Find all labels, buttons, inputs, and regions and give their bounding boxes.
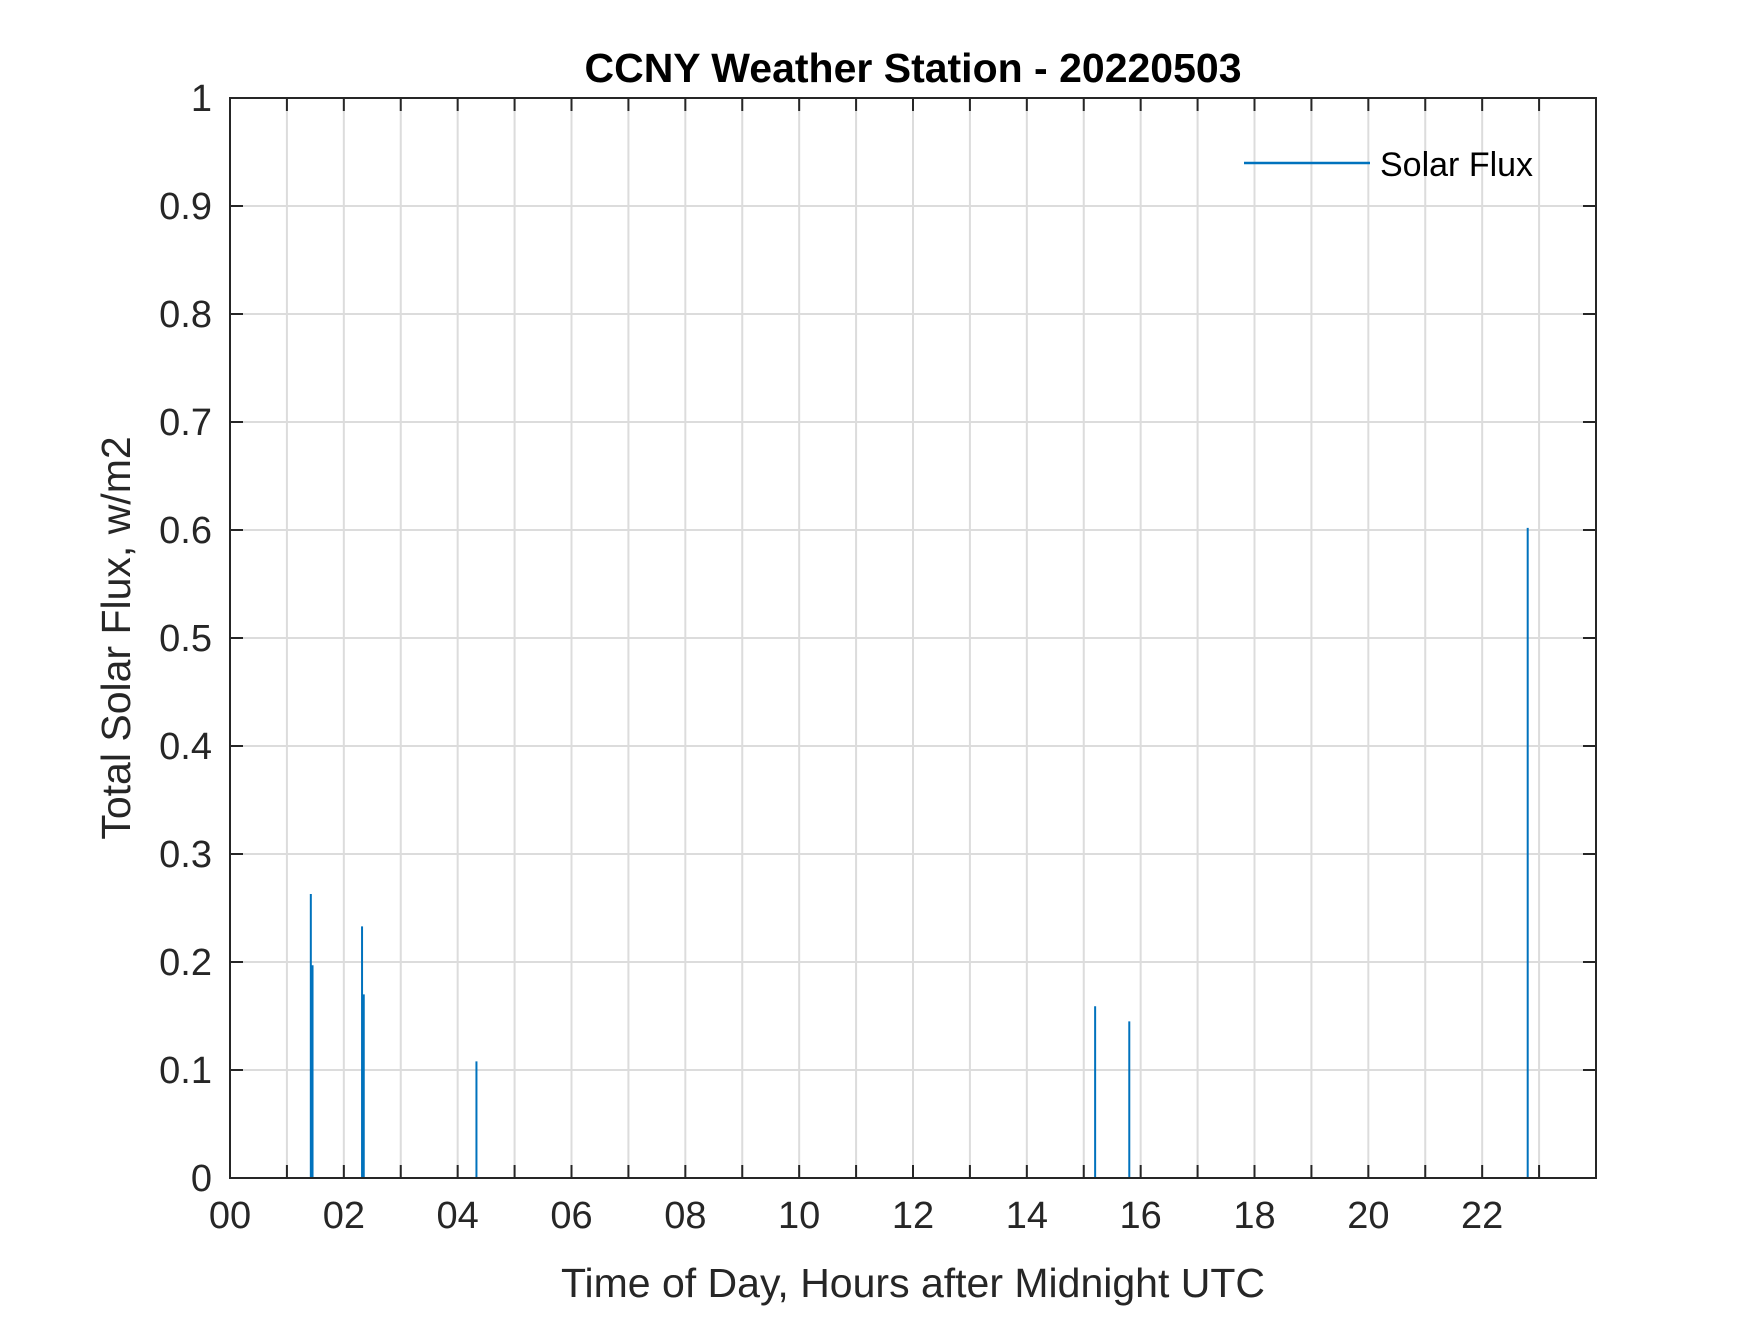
x-tick-label: 14 <box>1006 1195 1048 1237</box>
axis-ticks <box>229 97 1596 1179</box>
x-tick-label: 00 <box>209 1195 251 1237</box>
x-tick-label: 22 <box>1461 1195 1503 1237</box>
x-tick-label: 16 <box>1120 1195 1162 1237</box>
legend: Solar Flux <box>1244 146 1533 184</box>
y-tick-label: 0.5 <box>159 618 212 660</box>
y-tick-label: 0.9 <box>159 186 212 228</box>
x-tick-label: 20 <box>1347 1195 1389 1237</box>
y-tick-label: 0.1 <box>159 1050 212 1092</box>
chart-title: CCNY Weather Station - 20220503 <box>584 45 1241 91</box>
x-tick-label: 02 <box>323 1195 365 1237</box>
tick-labels: 00 02 04 06 08 10 12 14 16 18 20 22 0 0.1 0.2 0.3 0.4 0.5… <box>159 78 1503 1237</box>
data-series-solar-flux <box>309 527 1529 1178</box>
legend-label-solar-flux: Solar Flux <box>1380 146 1533 184</box>
y-tick-label: 1 <box>191 78 212 120</box>
x-tick-label: 08 <box>664 1195 706 1237</box>
x-tick-label: 12 <box>892 1195 934 1237</box>
y-axis-title: Total Solar Flux, w/m2 <box>93 436 139 839</box>
y-tick-label: 0.7 <box>159 402 212 444</box>
y-tick-label: 0.4 <box>159 726 212 768</box>
y-tick-label: 0.8 <box>159 294 212 336</box>
x-tick-label: 10 <box>778 1195 820 1237</box>
y-tick-label: 0.2 <box>159 942 212 984</box>
grid-lines <box>230 98 1596 1178</box>
x-tick-label: 18 <box>1233 1195 1275 1237</box>
y-tick-label: 0 <box>191 1158 212 1200</box>
x-axis-title: Time of Day, Hours after Midnight UTC <box>561 1260 1265 1306</box>
y-tick-label: 0.3 <box>159 834 212 876</box>
y-tick-label: 0.6 <box>159 510 212 552</box>
x-tick-label: 04 <box>437 1195 479 1237</box>
x-tick-label: 06 <box>550 1195 592 1237</box>
